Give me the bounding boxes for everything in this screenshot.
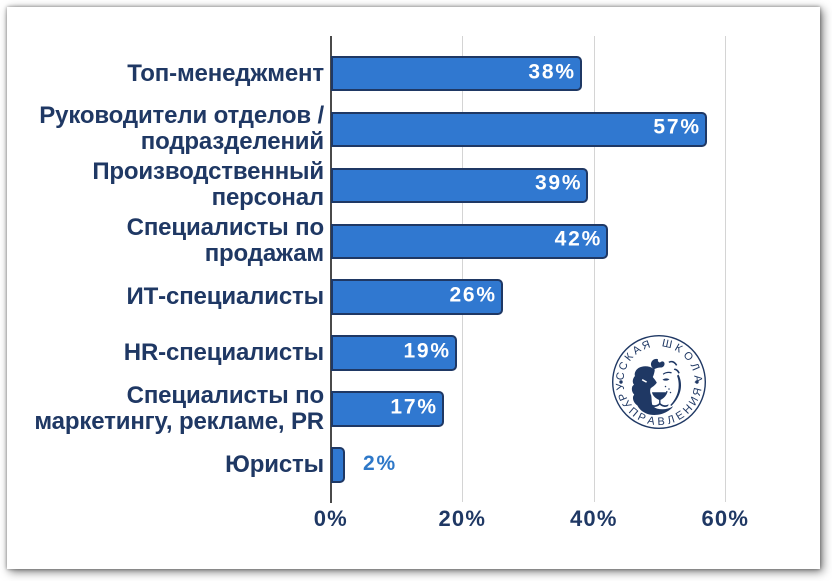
- svg-text:Л: Л: [666, 413, 676, 427]
- svg-text:А: А: [691, 375, 704, 384]
- svg-text:К: К: [673, 342, 685, 356]
- svg-text:Ш: Ш: [661, 337, 673, 351]
- svg-text:Р: Р: [636, 411, 648, 425]
- svg-text:Я: Я: [640, 339, 652, 353]
- svg-text:Я: Я: [691, 387, 705, 398]
- svg-text:А: А: [646, 415, 656, 428]
- svg-text:У: У: [614, 381, 627, 390]
- svg-text:Л: Л: [688, 361, 702, 372]
- svg-text:С: С: [614, 371, 627, 381]
- svg-text:В: В: [657, 416, 665, 428]
- svg-text:Р: Р: [616, 391, 630, 402]
